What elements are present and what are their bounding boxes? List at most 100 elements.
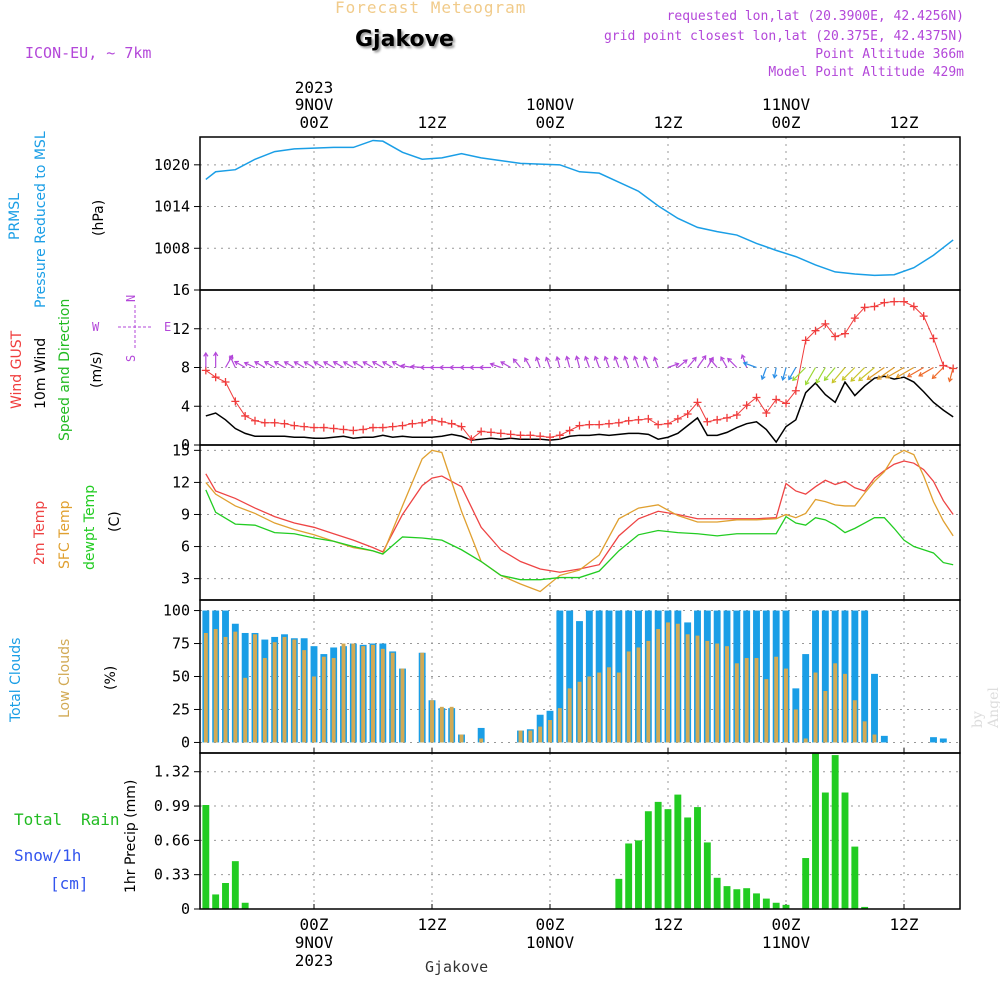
low-cloud-bar: [764, 679, 769, 743]
low-cloud-bar: [734, 663, 739, 743]
prmsl-label: PRMSL: [7, 193, 23, 240]
wind-gust-marker: [506, 430, 515, 439]
low-cloud-bar: [213, 629, 218, 743]
wind-gust-marker: [477, 427, 486, 436]
y-tick-label: 12: [172, 473, 190, 491]
wind-direction-arrow: [896, 366, 915, 378]
model-label: ICON-EU, ~ 7km: [25, 44, 152, 62]
wind-direction-arrow: [566, 356, 571, 368]
low-cloud-bar: [538, 726, 543, 743]
wind-10m-label: 10m Wind: [33, 337, 49, 409]
wind-gust-marker: [270, 418, 279, 427]
wind-arrow-head: [682, 359, 688, 364]
rain-bar: [674, 794, 682, 909]
low-cloud-bar: [262, 658, 267, 743]
author-signature: by Angel: [970, 687, 1000, 728]
rain-bar: [635, 840, 642, 909]
y-tick-label: 1008: [154, 239, 190, 257]
wind-arrow-head: [459, 364, 465, 371]
wind-direction-arrow: [918, 366, 934, 377]
wind-direction-arrow: [556, 356, 561, 368]
wind-direction-arrow: [727, 358, 738, 368]
y-tick-label: 1014: [154, 198, 190, 216]
wind-gust-marker: [605, 419, 613, 428]
wind-speed-dir-label: Speed and Direction: [57, 298, 73, 441]
wind-direction-arrow: [667, 363, 679, 369]
wind-gust-marker: [644, 414, 653, 423]
bottom-time-label: 12Z: [654, 915, 683, 934]
wind-arrow-head: [500, 361, 506, 366]
low-cloud-bar: [607, 667, 611, 743]
wind-direction-arrow: [372, 361, 384, 369]
total-cloud-bar: [802, 654, 810, 743]
wind-gust-marker: [614, 418, 623, 427]
wind-direction-arrow: [720, 356, 728, 368]
rain-bar: [694, 807, 701, 909]
total-cloud-bar: [762, 610, 770, 743]
low-cloud-bar: [292, 639, 297, 743]
rain-bar: [615, 878, 623, 909]
y-tick-label: 3: [181, 570, 190, 588]
top-year-label: 2023: [295, 78, 334, 97]
wind-direction-arrow: [653, 357, 659, 368]
wind-direction-arrow: [363, 361, 374, 369]
wind-arrow-head: [332, 361, 338, 366]
wind-arrow-head: [303, 361, 309, 366]
wind-arrow-head: [322, 361, 328, 366]
low-cloud-bar: [449, 706, 454, 743]
low-cloud-bar: [459, 734, 464, 743]
panel-frame: [199, 752, 961, 910]
low-cloud-bar: [371, 644, 375, 743]
wind-direction-arrow: [304, 361, 315, 369]
low-cloud-bar: [321, 656, 326, 743]
wind-gust-marker: [221, 378, 230, 387]
low-cloud-bar: [675, 623, 680, 743]
low-cloud-bar: [390, 652, 395, 743]
y-tick-label: 8: [181, 359, 190, 377]
low-cloud-bar: [793, 709, 798, 743]
top-time-label: 00Z: [300, 113, 329, 132]
low-cloud-bar: [725, 646, 729, 743]
y-tick-label: 0.33: [154, 866, 190, 884]
low-cloud-bar: [361, 646, 366, 743]
rain-bar: [802, 858, 810, 909]
wind-gust-marker: [201, 366, 210, 375]
wind-direction-arrow: [792, 367, 807, 381]
wind-gust-marker: [231, 397, 240, 406]
wind-arrow-head: [674, 362, 680, 368]
wind-gust-marker: [919, 312, 928, 321]
compass-south: S: [124, 355, 138, 362]
low-cloud-bar: [843, 673, 847, 743]
wind-direction-arrow: [229, 355, 236, 368]
wind-arrow-head: [489, 362, 495, 368]
low-cloud-bar: [823, 691, 828, 743]
wind-direction-arrow: [805, 367, 817, 385]
wind-direction-arrow: [831, 367, 846, 384]
total-cloud-bar: [861, 610, 869, 743]
wind-arrow-head: [841, 375, 847, 381]
wind-arrow-head: [792, 376, 797, 382]
wind-gust-marker: [732, 410, 741, 419]
wind-gust-marker: [290, 421, 299, 430]
low-cloud-bar: [420, 652, 425, 743]
wind-arrow-head: [720, 356, 725, 362]
top-date-label: 9NOV: [295, 95, 334, 114]
wind-arrow-head: [409, 364, 415, 370]
low-cloud-bar: [813, 672, 818, 743]
wind-direction-arrow: [697, 355, 707, 368]
wind-direction-arrow: [643, 356, 649, 368]
wind-gust-line: [205, 301, 954, 440]
temp-sfc-label: SFC Temp: [57, 500, 73, 569]
wind-gust-marker: [300, 422, 309, 431]
wind-arrow-head: [876, 375, 882, 380]
wind-arrow-head: [642, 355, 648, 361]
wind-arrow-head: [742, 361, 748, 367]
wind-arrow-head: [831, 378, 837, 384]
total-cloud-bar: [477, 727, 485, 743]
wind-gust-marker: [418, 418, 427, 427]
wind-direction-arrow: [948, 367, 954, 382]
wind-arrow-head: [524, 357, 529, 363]
y-tick-label: 0: [181, 900, 190, 918]
y-tick-label: 15: [172, 441, 190, 459]
wind-gust-marker: [841, 329, 849, 338]
